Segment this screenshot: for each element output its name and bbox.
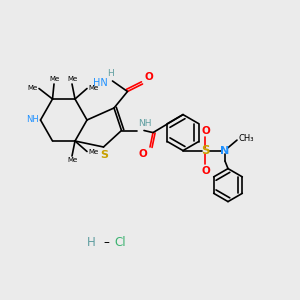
Text: H: H — [87, 236, 96, 250]
Text: Cl: Cl — [114, 236, 126, 250]
Text: CH₃: CH₃ — [238, 134, 254, 143]
Text: NH: NH — [26, 116, 39, 124]
Text: Me: Me — [88, 149, 99, 155]
Text: Me: Me — [88, 85, 99, 91]
Text: Me: Me — [27, 85, 38, 91]
Text: Me: Me — [49, 76, 59, 82]
Text: Me: Me — [67, 76, 77, 82]
Text: S: S — [201, 144, 210, 157]
Text: O: O — [139, 149, 148, 159]
Text: Me: Me — [67, 158, 77, 164]
Text: –: – — [103, 236, 109, 250]
Text: O: O — [201, 126, 210, 136]
Text: H: H — [108, 69, 114, 78]
Text: NH: NH — [138, 119, 152, 128]
Text: N: N — [220, 146, 230, 156]
Text: O: O — [201, 166, 210, 176]
Text: HN: HN — [93, 77, 108, 88]
Text: S: S — [100, 150, 108, 160]
Text: O: O — [145, 73, 154, 82]
